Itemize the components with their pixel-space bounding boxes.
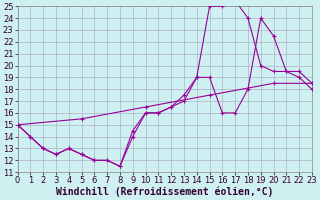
X-axis label: Windchill (Refroidissement éolien,°C): Windchill (Refroidissement éolien,°C): [56, 187, 273, 197]
